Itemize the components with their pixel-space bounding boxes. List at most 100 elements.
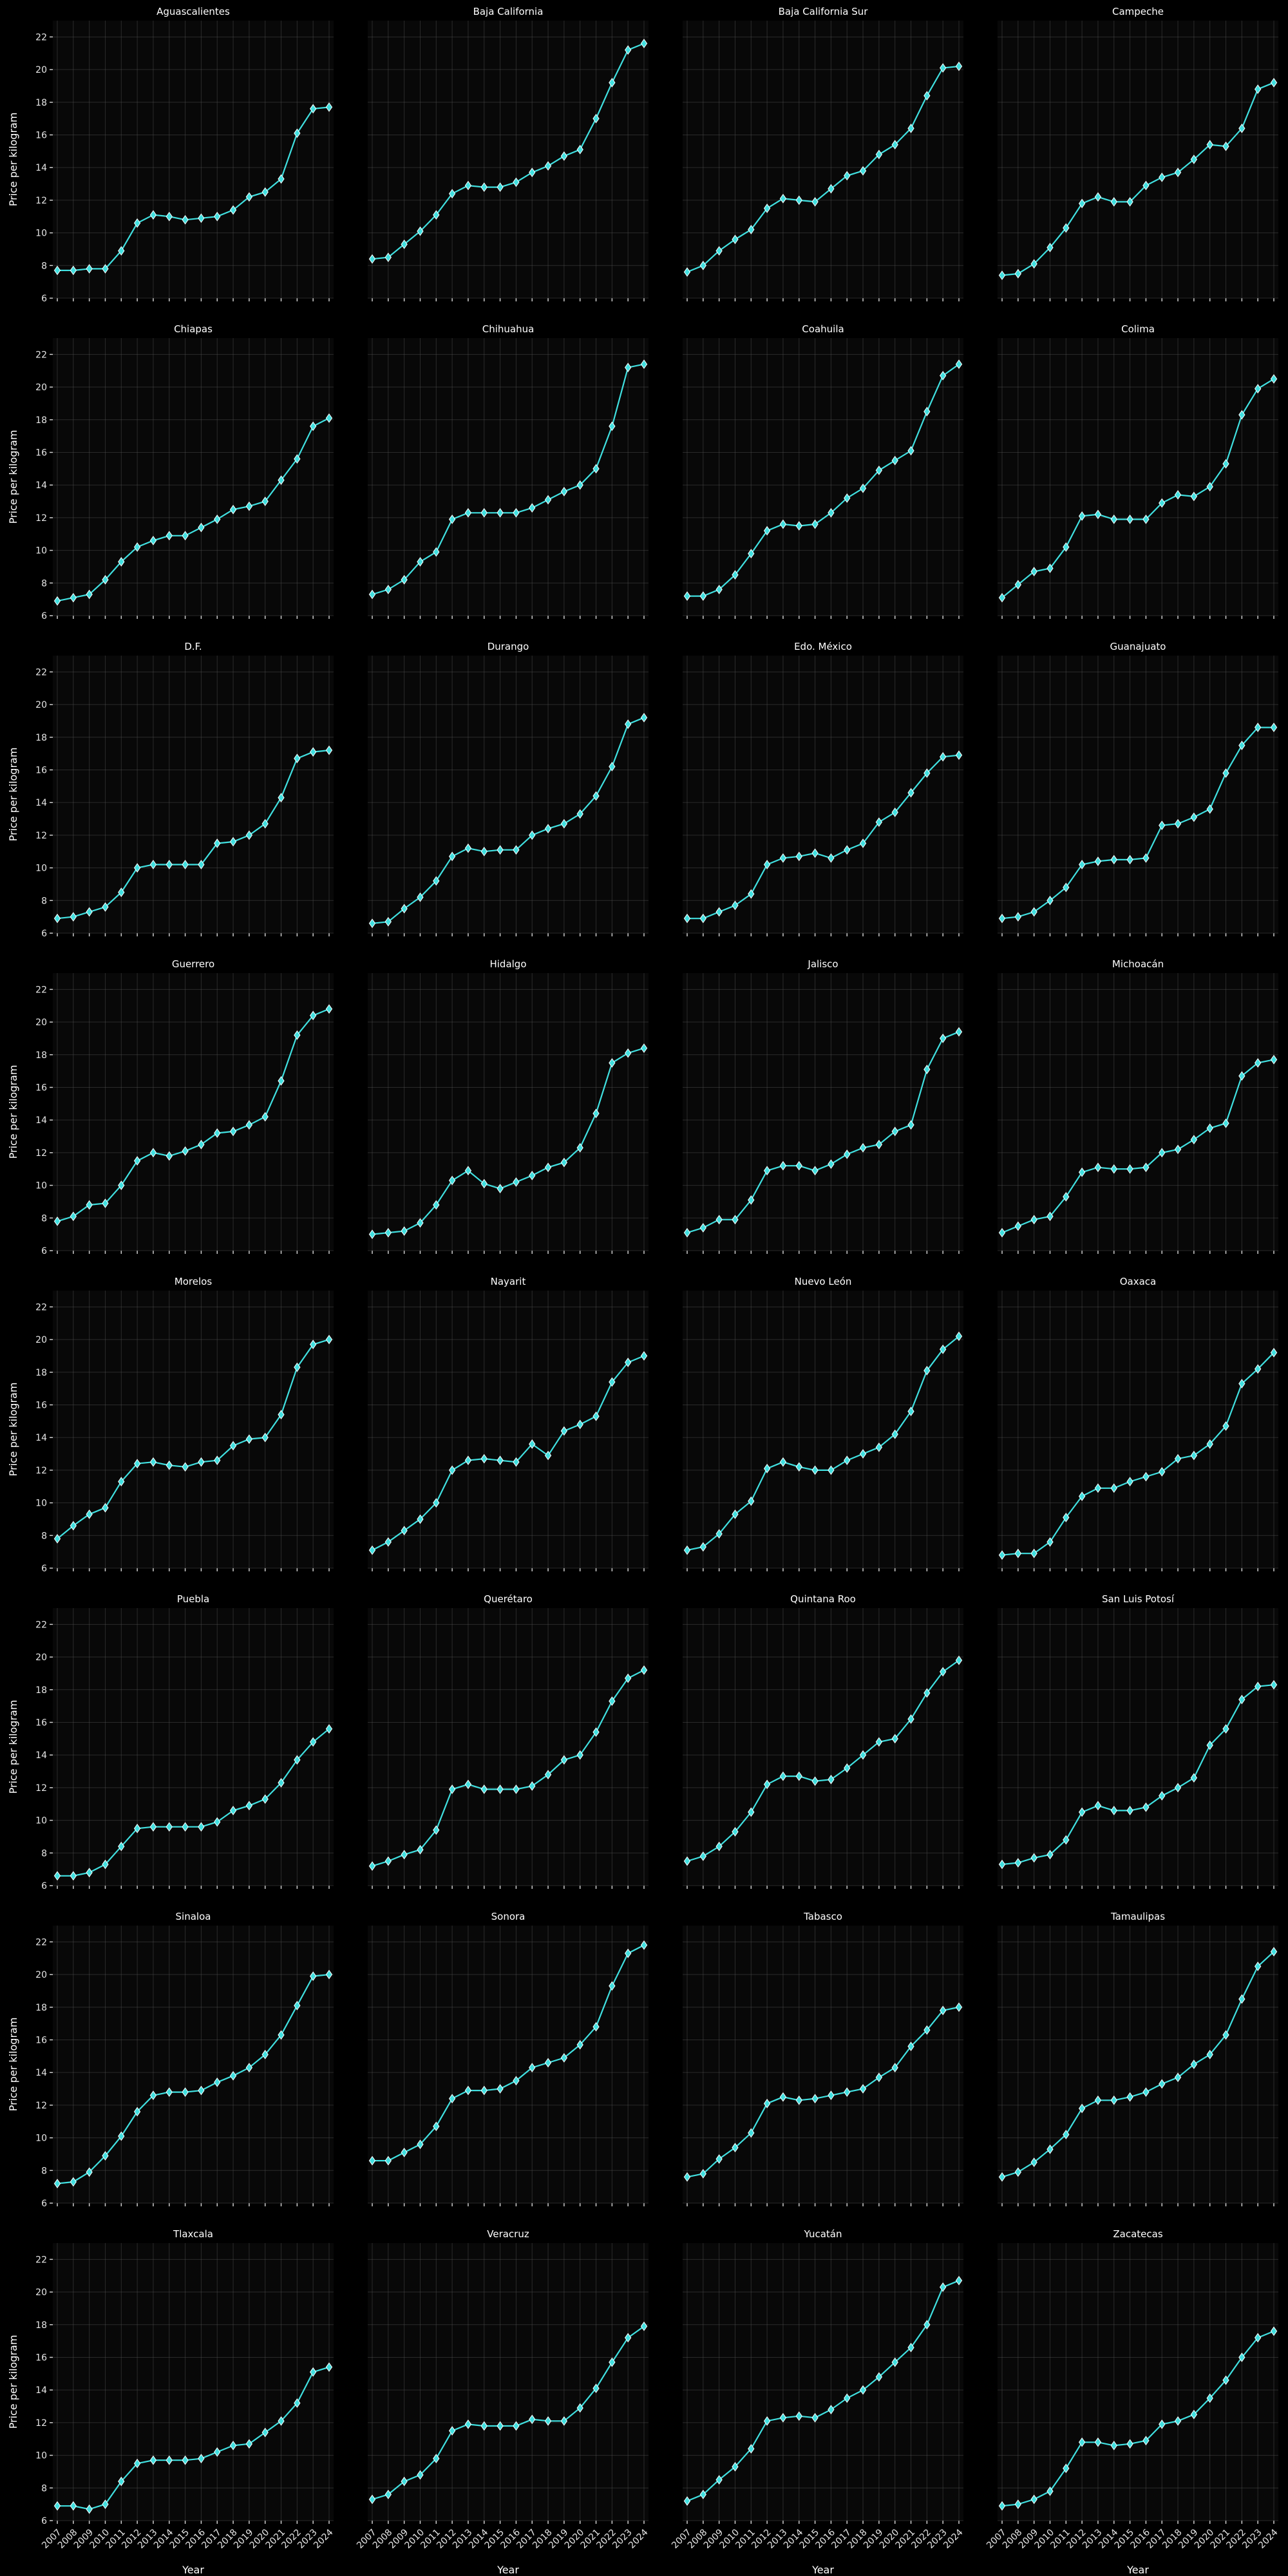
y-tick-label: 16 (35, 1400, 47, 1410)
data-point (844, 2393, 851, 2403)
data-point (1046, 243, 1054, 252)
data-point (417, 2139, 424, 2150)
series-line (687, 2280, 960, 2502)
y-tick-label: 20 (35, 1653, 47, 1663)
x-axis-label: Year (1126, 2564, 1149, 2576)
data-point (609, 1058, 616, 1068)
data-point (384, 585, 392, 594)
data-point (198, 860, 205, 869)
data-point (640, 39, 648, 48)
data-point (448, 1465, 456, 1475)
data-point (779, 193, 787, 204)
data-point (699, 1851, 706, 1861)
panel-title: Guanajuato (1110, 641, 1166, 652)
data-point (907, 446, 914, 456)
data-point (261, 1112, 269, 1122)
y-tick-label: 8 (41, 2166, 47, 2176)
data-point (828, 507, 835, 518)
data-point (763, 1463, 771, 1473)
data-point (763, 204, 771, 213)
panel: San Luis Potosí (998, 1593, 1278, 1889)
data-point (699, 260, 706, 270)
y-tick-label: 8 (41, 1848, 47, 1859)
data-point (278, 793, 285, 802)
series-line (372, 2325, 645, 2501)
data-point (464, 180, 472, 191)
data-point (384, 2155, 392, 2166)
y-tick-label: 18 (35, 733, 47, 743)
data-point (401, 1226, 408, 1236)
data-point (245, 1120, 253, 1130)
panel-title: Puebla (177, 1593, 209, 1605)
y-tick-label: 18 (35, 1368, 47, 1378)
data-point (245, 830, 253, 840)
data-point (182, 1822, 189, 1832)
data-point (53, 1216, 61, 1226)
panel-area (998, 973, 1278, 1251)
data-point (891, 140, 898, 150)
data-point (1014, 912, 1021, 922)
data-point (310, 1971, 317, 1981)
data-point (261, 187, 269, 197)
data-point (118, 246, 125, 256)
panel-area (368, 973, 649, 1251)
data-point (592, 1411, 600, 1421)
data-point (368, 589, 376, 600)
data-point (1174, 2416, 1182, 2426)
y-tick-label: 12 (35, 513, 47, 524)
data-point (748, 225, 755, 234)
data-point (795, 2411, 802, 2421)
data-point (609, 77, 616, 88)
data-point (417, 2470, 424, 2480)
y-tick-label: 16 (35, 2035, 47, 2045)
data-point (198, 1822, 205, 1832)
data-point (70, 2177, 77, 2187)
data-point (875, 1737, 883, 1747)
panel-area (368, 338, 649, 616)
data-point (53, 596, 61, 606)
data-point (763, 860, 771, 869)
data-point (828, 2090, 835, 2101)
data-point (1270, 2326, 1278, 2336)
series-line (57, 1728, 330, 1877)
data-point (763, 526, 771, 536)
series-line (372, 717, 645, 924)
data-point (102, 1859, 109, 1870)
data-point (310, 747, 317, 757)
data-point (891, 808, 898, 817)
data-point (1174, 1144, 1182, 1155)
data-point (1046, 2486, 1054, 2496)
data-point (198, 1139, 205, 1150)
data-point (198, 2085, 205, 2096)
data-point (53, 1871, 61, 1881)
data-point (544, 2058, 552, 2068)
data-point (1206, 1123, 1213, 1133)
data-point (1159, 173, 1166, 182)
y-tick-label: 20 (35, 1970, 47, 1980)
data-point (683, 1227, 691, 1238)
data-point (763, 2098, 771, 2108)
data-point (544, 495, 552, 505)
data-point (70, 1871, 77, 1881)
data-point (715, 1841, 723, 1852)
data-point (1255, 1058, 1262, 1068)
y-tick-label: 10 (35, 1181, 47, 1191)
data-point (53, 265, 61, 276)
data-point (102, 1502, 109, 1513)
y-tick-label: 16 (35, 2353, 47, 2363)
y-tick-label: 22 (35, 985, 47, 995)
data-point (325, 1004, 333, 1014)
data-point (1126, 1477, 1133, 1487)
data-point (384, 2490, 392, 2499)
data-point (907, 788, 914, 798)
y-tick-label: 6 (41, 1564, 47, 1574)
data-point (1159, 2079, 1166, 2089)
data-point (294, 753, 301, 764)
data-point (261, 2427, 269, 2438)
x-axis-label: Year (811, 2564, 834, 2576)
data-point (417, 892, 424, 902)
y-tick-label: 8 (41, 261, 47, 271)
data-point (795, 1462, 802, 1472)
data-point (480, 846, 488, 857)
data-point (891, 1126, 898, 1137)
